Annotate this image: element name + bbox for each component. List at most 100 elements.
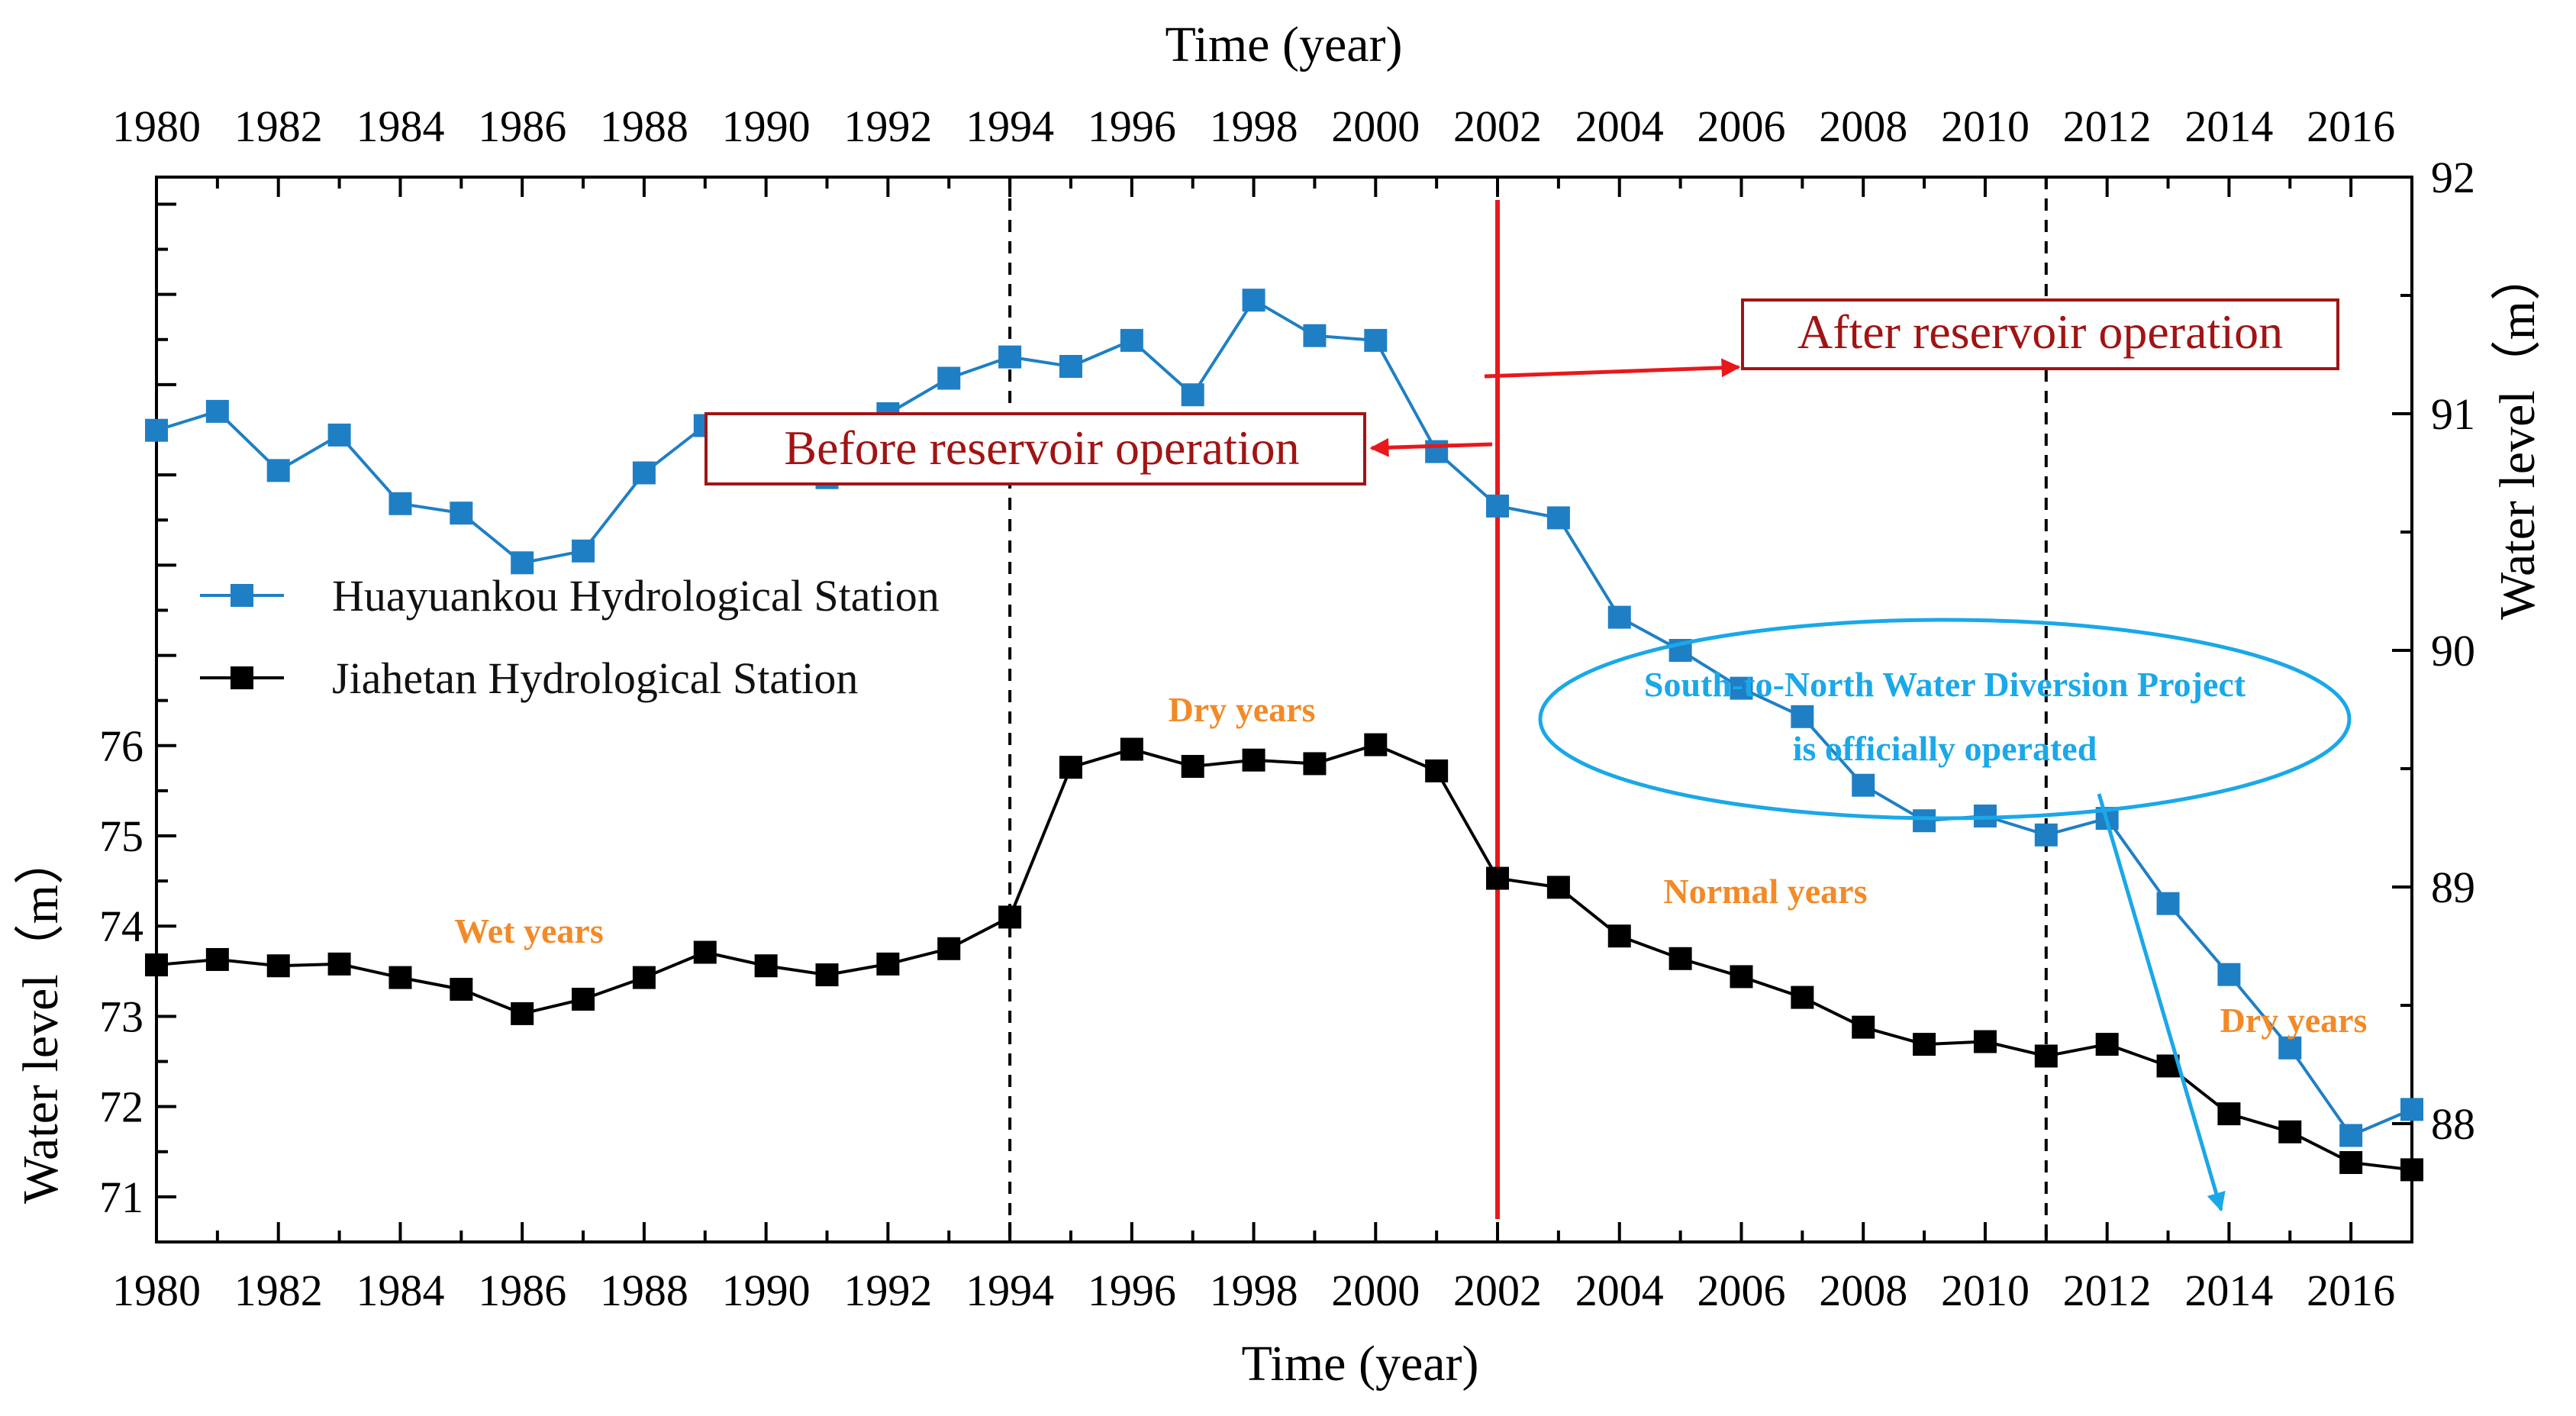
top-tick-label: 1998: [1210, 102, 1298, 151]
bottom-tick-label: 1994: [966, 1266, 1054, 1315]
south-north-ellipse: [1538, 618, 2352, 821]
data-point-jiahetan: [511, 1002, 534, 1025]
legend-label-huayuankou: Huayuankou Hydrological Station: [332, 571, 940, 621]
south-north-line-2: is officially operated: [1793, 729, 2097, 768]
south-north-arrow: [2097, 793, 2226, 1212]
bottom-x-axis-ticks: 1980 1982 1984 1986 1988 1990 1992 1994 1996 1998…: [112, 1222, 2413, 1315]
south-north-annotation: South-to-North Water Diversion Project i…: [1538, 618, 2352, 1212]
before-reservoir-box: Before reservoir operation: [704, 412, 1366, 485]
data-point-jiahetan: [1486, 866, 1510, 890]
bottom-tick-label: 2002: [1453, 1266, 1542, 1315]
data-point-jiahetan: [205, 947, 229, 971]
left-tick-label: 75: [99, 811, 143, 861]
data-point-huayuankou: [1303, 324, 1327, 347]
data-point-huayuankou: [205, 399, 229, 423]
data-point-jiahetan: [1120, 737, 1143, 761]
data-point-jiahetan: [937, 937, 961, 960]
data-point-huayuankou: [145, 418, 168, 442]
data-point-huayuankou: [2278, 1036, 2302, 1060]
data-point-jiahetan: [388, 966, 412, 989]
right-y-axis-ticks: 92 91 90 89 88: [2392, 153, 2475, 1149]
series-line-jiahetan: [156, 743, 2413, 1172]
top-x-axis-ticks: 1980 1982 1984 1986 1988 1990 1992 1994 1996 1998…: [112, 102, 2413, 197]
bottom-tick-label: 2012: [2063, 1266, 2152, 1315]
top-tick-label: 2002: [1453, 102, 1542, 151]
bottom-tick-label: 1998: [1210, 1266, 1298, 1315]
data-point-jiahetan: [1852, 1015, 1875, 1039]
right-tick-label: 90: [2431, 626, 2475, 676]
bottom-tick-label: 2010: [1941, 1266, 2030, 1315]
after-arrow: [1484, 358, 1741, 379]
bottom-tick-label: 2016: [2307, 1266, 2395, 1315]
data-point-jiahetan: [754, 954, 778, 978]
data-point-jiahetan: [1730, 965, 1753, 989]
data-point-jiahetan: [1607, 924, 1631, 948]
left-y-axis-ticks: 76 75 74 73 72 71: [99, 202, 176, 1222]
data-point-huayuankou: [1181, 383, 1204, 407]
top-tick-label: 1996: [1088, 102, 1176, 151]
period-label-dry-2: Dry years: [2220, 1001, 2368, 1040]
legend-marker-jiahetan: [231, 666, 253, 689]
top-tick-label: 1992: [843, 102, 932, 151]
before-reservoir-frame: [704, 412, 1366, 485]
top-tick-label: 1990: [722, 102, 811, 151]
top-tick-label: 2006: [1697, 102, 1785, 151]
legend-label-jiahetan: Jiahetan Hydrological Station: [332, 653, 858, 703]
top-axis-title: Time (year): [1165, 17, 1403, 73]
data-point-huayuankou: [572, 539, 595, 563]
data-point-jiahetan: [1181, 754, 1204, 778]
period-label-dry-1: Dry years: [1169, 690, 1316, 729]
bottom-tick-label: 1992: [843, 1266, 932, 1315]
data-point-jiahetan: [2400, 1158, 2423, 1182]
data-point-huayuankou: [1852, 773, 1875, 797]
data-point-huayuankou: [1607, 605, 1631, 629]
after-reservoir-frame: [1741, 298, 2339, 370]
bottom-axis-title: Time (year): [1242, 1336, 1479, 1392]
bottom-tick-label: 1990: [722, 1266, 811, 1315]
data-point-jiahetan: [998, 905, 1022, 929]
bottom-tick-label: 1984: [356, 1266, 444, 1315]
bottom-tick-label: 2000: [1331, 1266, 1420, 1315]
data-point-jiahetan: [2095, 1033, 2119, 1056]
data-point-jiahetan: [450, 977, 473, 1001]
bottom-tick-label: 1988: [600, 1266, 688, 1315]
bottom-tick-label: 1986: [478, 1266, 566, 1315]
data-point-jiahetan: [572, 987, 595, 1011]
bottom-tick-label: 1996: [1088, 1266, 1176, 1315]
data-point-jiahetan: [1913, 1033, 1936, 1056]
data-point-jiahetan: [327, 952, 351, 976]
data-point-huayuankou: [327, 423, 351, 447]
top-tick-label: 1984: [356, 102, 444, 151]
top-tick-label: 2004: [1575, 102, 1664, 151]
data-point-jiahetan: [266, 954, 290, 978]
top-tick-label: 1982: [234, 102, 323, 151]
top-tick-label: 1994: [966, 102, 1054, 151]
data-point-huayuankou: [937, 366, 961, 390]
right-tick-label: 91: [2431, 389, 2475, 439]
data-point-huayuankou: [1546, 506, 1570, 530]
data-point-jiahetan: [1303, 752, 1327, 776]
data-point-huayuankou: [2217, 963, 2241, 986]
plot-frame: [155, 176, 2413, 1243]
data-point-huayuankou: [2034, 823, 2058, 847]
data-point-jiahetan: [632, 966, 656, 989]
left-tick-label: 72: [99, 1082, 143, 1132]
data-point-jiahetan: [2034, 1044, 2058, 1068]
left-tick-label: 76: [99, 721, 143, 771]
data-point-jiahetan: [1425, 759, 1449, 782]
data-point-huayuankou: [1913, 809, 1936, 833]
data-point-jiahetan: [1973, 1030, 1997, 1053]
data-point-jiahetan: [2278, 1120, 2302, 1143]
data-point-jiahetan: [1364, 733, 1388, 756]
left-axis-title: Water level（m）: [13, 834, 69, 1204]
data-point-huayuankou: [2156, 892, 2180, 915]
data-point-jiahetan: [1791, 985, 1814, 1009]
top-tick-label: 2014: [2184, 102, 2273, 151]
data-point-huayuankou: [1730, 676, 1753, 700]
legend: Huayuankou Hydrological Station Jiahetan…: [200, 571, 940, 703]
left-tick-label: 73: [99, 992, 143, 1041]
data-point-huayuankou: [998, 345, 1022, 369]
right-axis-title: Water level（m）: [2490, 250, 2545, 620]
right-tick-label: 92: [2431, 153, 2475, 202]
top-tick-label: 2010: [1941, 102, 2030, 151]
